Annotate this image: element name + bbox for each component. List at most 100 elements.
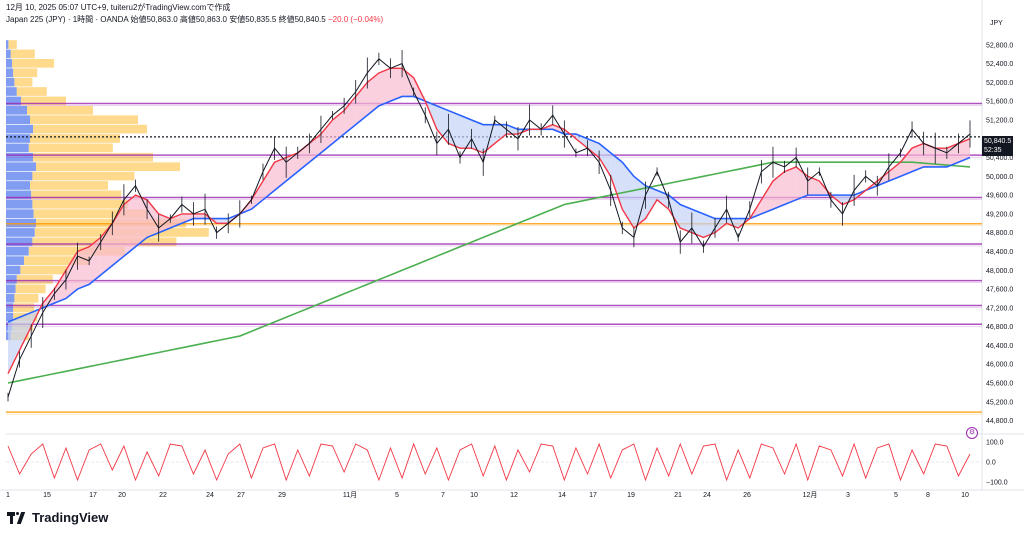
ema-cloud-segment xyxy=(309,134,321,163)
volume-profile-down-bar xyxy=(6,152,33,162)
ema-cloud-segment xyxy=(958,138,970,163)
volume-profile-up-bar xyxy=(10,49,35,59)
volume-profile-down-bar xyxy=(6,124,33,134)
ema-cloud-segment xyxy=(772,171,785,210)
x-tick-label: 20 xyxy=(118,492,126,499)
ema-cloud-segment xyxy=(784,166,797,205)
ema-cloud-segment xyxy=(274,157,287,191)
y-tick-label: 48,000.0 xyxy=(986,268,1013,275)
ema-cloud-segment xyxy=(668,195,681,228)
tradingview-logo-icon xyxy=(7,511,27,524)
y-tick-label: 50,000.0 xyxy=(986,174,1013,181)
ema-cloud-segment xyxy=(587,138,600,158)
ema-cloud-segment xyxy=(378,68,391,106)
ema-cloud-segment xyxy=(645,185,658,219)
volume-profile-down-bar xyxy=(6,40,9,49)
ema-cloud-segment xyxy=(19,312,32,351)
x-tick-label: 26 xyxy=(743,492,751,499)
volume-profile-up-bar xyxy=(30,134,120,143)
volume-profile-down-bar xyxy=(6,265,21,275)
oscillator-line xyxy=(7,442,971,482)
ema-cloud-segment xyxy=(123,195,136,257)
volume-profile-up-bar xyxy=(24,256,90,265)
volume-profile-up-bar xyxy=(33,152,153,162)
ema-cloud-segment xyxy=(135,195,148,247)
volume-profile-up-bar xyxy=(27,105,93,115)
y-tick-label: 51,200.0 xyxy=(986,117,1013,124)
ema-cloud-segment xyxy=(355,82,368,125)
x-tick-label: 8 xyxy=(926,492,930,499)
y-tick-label: 49,600.0 xyxy=(986,193,1013,200)
y-tick-label: 52,000.0 xyxy=(986,80,1013,87)
x-tick-label: 10 xyxy=(470,492,478,499)
volume-profile-down-bar xyxy=(6,58,12,68)
y-tick-label: 52,800.0 xyxy=(986,42,1013,49)
volume-profile-up-bar xyxy=(36,162,180,172)
volume-profile-down-bar xyxy=(6,96,21,106)
volume-profile-down-bar xyxy=(6,68,14,78)
chart-header-info: 12月 10, 2025 05:07 UTC+9, tuiteru2がTradi… xyxy=(6,3,231,12)
ema-cloud-segment xyxy=(65,251,78,299)
ema-cloud-segment xyxy=(494,124,507,144)
volume-profile-up-bar xyxy=(28,143,113,153)
volume-profile-up-bar xyxy=(30,115,138,125)
y-tick-label: 45,600.0 xyxy=(986,381,1013,388)
y-tick-label: 49,200.0 xyxy=(986,211,1013,218)
x-tick-label: 17 xyxy=(89,492,97,499)
volume-profile-up-bar xyxy=(32,199,129,209)
candle-countdown: 52:35 xyxy=(984,147,1002,154)
ema-cloud-segment xyxy=(807,176,820,196)
volume-profile-down-bar xyxy=(6,162,36,172)
volume-profile-up-bar xyxy=(21,96,66,106)
volume-profile-down-bar xyxy=(6,312,14,322)
volume-profile-down-bar xyxy=(6,134,30,143)
volume-profile-down-bar xyxy=(6,246,29,256)
tradingview-logo[interactable]: TradingView xyxy=(7,510,108,525)
x-tick-label: 11月 xyxy=(343,491,357,499)
y-tick-label: 46,000.0 xyxy=(986,362,1013,369)
volume-profile-down-bar xyxy=(6,181,30,190)
ema-cloud-segment xyxy=(100,223,113,275)
brand-name: TradingView xyxy=(32,510,109,525)
ema-cloud-segment xyxy=(89,237,101,285)
ema-cloud-segment xyxy=(912,143,924,172)
ema-cloud-segment xyxy=(460,115,472,149)
volume-profile-down-bar xyxy=(6,115,30,125)
volume-profile-up-bar xyxy=(14,293,39,303)
slow-ema-line xyxy=(7,95,971,323)
last-price-value: 50,840.5 xyxy=(984,138,1012,145)
ema-cloud-segment xyxy=(761,181,773,214)
x-tick-label: 21 xyxy=(674,492,682,499)
volume-profile-up-bar xyxy=(13,68,38,78)
ema-cloud-segment xyxy=(251,181,263,210)
long-ma-line xyxy=(7,161,971,384)
volume-profile-down-bar xyxy=(6,87,17,96)
ema-cloud-segment xyxy=(703,213,716,238)
ema-cloud-segment xyxy=(552,124,565,135)
volume-profile-up-bar xyxy=(20,265,69,275)
volume-profile-up-bar xyxy=(16,87,47,96)
settings-icon[interactable]: ⚙ xyxy=(966,427,978,439)
oscillator-tick-label: 100.0 xyxy=(986,440,1004,447)
ema-cloud-segment xyxy=(680,204,692,233)
y-tick-label: 47,200.0 xyxy=(986,305,1013,312)
volume-profile-up-bar xyxy=(33,209,148,218)
volume-profile-down-bar xyxy=(6,77,15,87)
ema-cloud-segment xyxy=(691,209,704,238)
volume-profile-down-bar xyxy=(6,293,15,303)
ema-cloud-segment xyxy=(42,289,55,308)
y-tick-label: 45,200.0 xyxy=(986,399,1013,406)
ema-cloud-segment xyxy=(320,119,333,153)
ema-cloud-segment xyxy=(390,68,403,102)
ema-cloud-segment xyxy=(471,119,484,153)
volume-profile-up-bar xyxy=(13,303,35,312)
x-tick-label: 27 xyxy=(237,492,245,499)
volume-profile-up-bar xyxy=(33,124,147,134)
x-tick-label: 15 xyxy=(43,492,51,499)
x-tick-label: 24 xyxy=(206,492,214,499)
ema-cloud-segment xyxy=(216,218,229,224)
ema-cloud-segment xyxy=(181,213,194,224)
volume-profile-up-bar xyxy=(28,246,125,256)
y-tick-label: 46,400.0 xyxy=(986,343,1013,350)
